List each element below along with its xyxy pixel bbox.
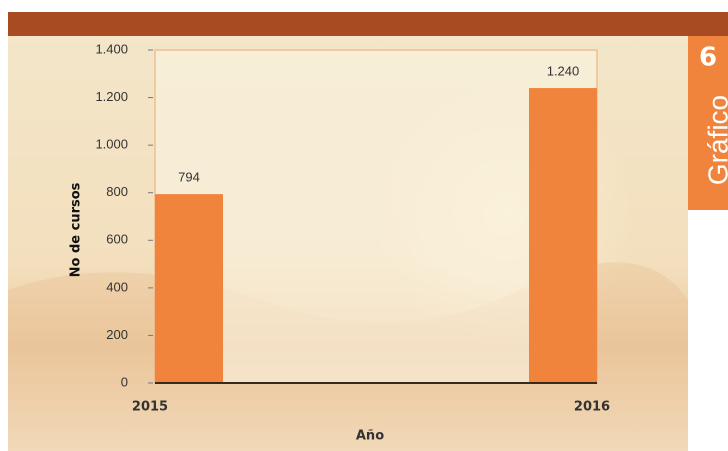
chart: 6 Gráfico No de cursos Año 0 200 400 600 800… (0, 0, 728, 451)
y-tick-label: 800 (106, 184, 128, 199)
bar (155, 194, 223, 383)
y-axis-label: No de cursos (69, 182, 84, 277)
bar (529, 88, 597, 383)
y-tick-label: 200 (106, 327, 128, 342)
y-tick-label: 400 (106, 279, 128, 294)
y-tick-label: 0 (121, 374, 128, 389)
y-tick-label: 1.400 (95, 41, 128, 56)
x-tick-label: 2015 (132, 400, 168, 415)
value-label: 1.240 (547, 63, 580, 78)
badge-number: 6 (699, 43, 717, 73)
value-label: 794 (178, 170, 200, 185)
badge-label: Gráfico (702, 95, 728, 185)
y-tick-label: 600 (106, 232, 128, 247)
y-tick-label: 1.200 (95, 89, 128, 104)
y-tick-label: 1.000 (95, 137, 128, 152)
header-band (8, 12, 728, 36)
x-tick-label: 2016 (574, 400, 610, 415)
x-axis-label: Año (356, 429, 384, 444)
